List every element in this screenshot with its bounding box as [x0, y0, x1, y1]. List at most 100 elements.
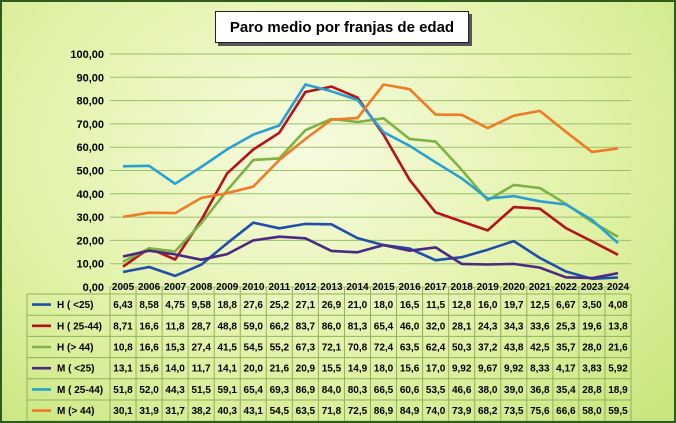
table-cell: 83,7 — [296, 321, 316, 332]
table-cell: 72,1 — [322, 343, 342, 354]
x-tick-label: 2021 — [529, 282, 552, 293]
table-cell: 3,83 — [582, 364, 602, 375]
table-cell: 18,0 — [374, 364, 394, 375]
table-cell: 86,9 — [296, 385, 316, 396]
table-cell: 59,1 — [217, 385, 237, 396]
table-cell: 55,2 — [270, 343, 290, 354]
table-cell: 18,0 — [374, 300, 394, 311]
series-line — [122, 83, 619, 219]
table-cell: 6,67 — [556, 300, 576, 311]
table-cell: 84,0 — [322, 385, 342, 396]
x-tick-label: 2023 — [581, 282, 604, 293]
table-cell: 30,1 — [113, 406, 133, 417]
table-cell: 9,92 — [452, 364, 472, 375]
table-cell: 5,92 — [608, 364, 628, 375]
table-cell: 27,4 — [191, 343, 211, 354]
table-cell: 35,7 — [556, 343, 576, 354]
table-cell: 54,5 — [244, 343, 264, 354]
table-cell: 63,5 — [400, 343, 420, 354]
table-cell: 38,2 — [191, 406, 211, 417]
table-cell: 25,2 — [270, 300, 290, 311]
table-cell: 28,1 — [452, 321, 472, 332]
table-cell: 66,5 — [374, 385, 394, 396]
table-cell: 35,4 — [556, 385, 576, 396]
x-tick-label: 2024 — [607, 282, 630, 293]
table-cell: 66,2 — [270, 321, 290, 332]
table-cell: 68,2 — [478, 406, 498, 417]
table-cell: 50,3 — [452, 343, 472, 354]
table-cell: 13,8 — [608, 321, 628, 332]
y-tick-label: 50,00 — [76, 166, 104, 178]
table-cell: 52,0 — [139, 385, 159, 396]
table-cell: 10,8 — [113, 343, 133, 354]
table-cell: 62,4 — [426, 343, 446, 354]
y-tick-label: 90,00 — [76, 72, 104, 84]
table-cell: 26,9 — [322, 300, 342, 311]
table-cell: 15,6 — [400, 364, 420, 375]
table-cell: 58,0 — [582, 406, 602, 417]
table-cell: 18,9 — [608, 385, 628, 396]
y-tick-label: 60,00 — [76, 142, 104, 154]
table-cell: 71,8 — [322, 406, 342, 417]
table-cell: 21,6 — [270, 364, 290, 375]
table-cell: 67,3 — [296, 343, 316, 354]
table-cell: 6,43 — [113, 300, 133, 311]
table-cell: 4,17 — [556, 364, 576, 375]
table-cell: 73,9 — [452, 406, 472, 417]
x-tick-label: 2018 — [451, 282, 474, 293]
table-cell: 66,6 — [556, 406, 576, 417]
table-cell: 43,1 — [244, 406, 264, 417]
x-tick-label: 2012 — [294, 282, 317, 293]
table-cell: 44,3 — [165, 385, 185, 396]
table-cell: 21,0 — [348, 300, 368, 311]
table-cell: 48,8 — [217, 321, 237, 332]
x-tick-label: 2016 — [398, 282, 421, 293]
table-cell: 19,7 — [504, 300, 524, 311]
series-line — [122, 117, 619, 263]
table-cell: 12,8 — [452, 300, 472, 311]
table-cell: 34,3 — [504, 321, 524, 332]
series-name: M ( 25-44) — [57, 385, 103, 396]
table-cell: 17,0 — [426, 364, 446, 375]
table-cell: 16,0 — [478, 300, 498, 311]
table-cell: 13,1 — [113, 364, 133, 375]
table-cell: 81,3 — [348, 321, 368, 332]
series-name: M (> 44) — [57, 406, 95, 417]
table-cell: 15,6 — [139, 364, 159, 375]
table-cell: 65,4 — [374, 321, 394, 332]
table-cell: 31,7 — [165, 406, 185, 417]
table-cell: 27,1 — [296, 300, 316, 311]
table-cell: 16,6 — [139, 321, 159, 332]
table-cell: 11,7 — [192, 364, 211, 375]
table-cell: 73,5 — [504, 406, 524, 417]
table-cell: 14,0 — [165, 364, 185, 375]
series-line — [122, 235, 619, 280]
x-tick-label: 2007 — [164, 282, 187, 293]
table-cell: 11,8 — [166, 321, 185, 332]
table-cell: 41,5 — [217, 343, 237, 354]
table-cell: 46,6 — [452, 385, 472, 396]
table-cell: 19,6 — [582, 321, 602, 332]
table-cell: 20,9 — [296, 364, 316, 375]
table-cell: 16,6 — [139, 343, 159, 354]
table-cell: 38,0 — [478, 385, 498, 396]
table-cell: 75,6 — [530, 406, 550, 417]
table-cell: 16,5 — [400, 300, 420, 311]
table-cell: 74,0 — [426, 406, 446, 417]
table-cell: 9,92 — [504, 364, 524, 375]
y-axis-ticks: 0,00 10,00 20,00 30,00 40,00 50,00 60,00 70,00 8… — [70, 49, 104, 294]
series-name: H ( 25-44) — [57, 321, 102, 332]
x-tick-label: 2006 — [138, 282, 161, 293]
chart-title: Paro medio por franjas de edad — [215, 11, 469, 43]
table-cell: 32,0 — [426, 321, 446, 332]
table-cell: 28,8 — [582, 385, 602, 396]
table-cell: 53,5 — [426, 385, 446, 396]
table-cell: 72,4 — [374, 343, 394, 354]
table-cell: 84,9 — [400, 406, 420, 417]
y-tick-label: 100,00 — [70, 49, 104, 61]
table-cell: 37,2 — [478, 343, 498, 354]
x-tick-label: 2019 — [477, 282, 500, 293]
series-name: M ( <25) — [57, 364, 95, 375]
table-cell: 42,5 — [530, 343, 550, 354]
